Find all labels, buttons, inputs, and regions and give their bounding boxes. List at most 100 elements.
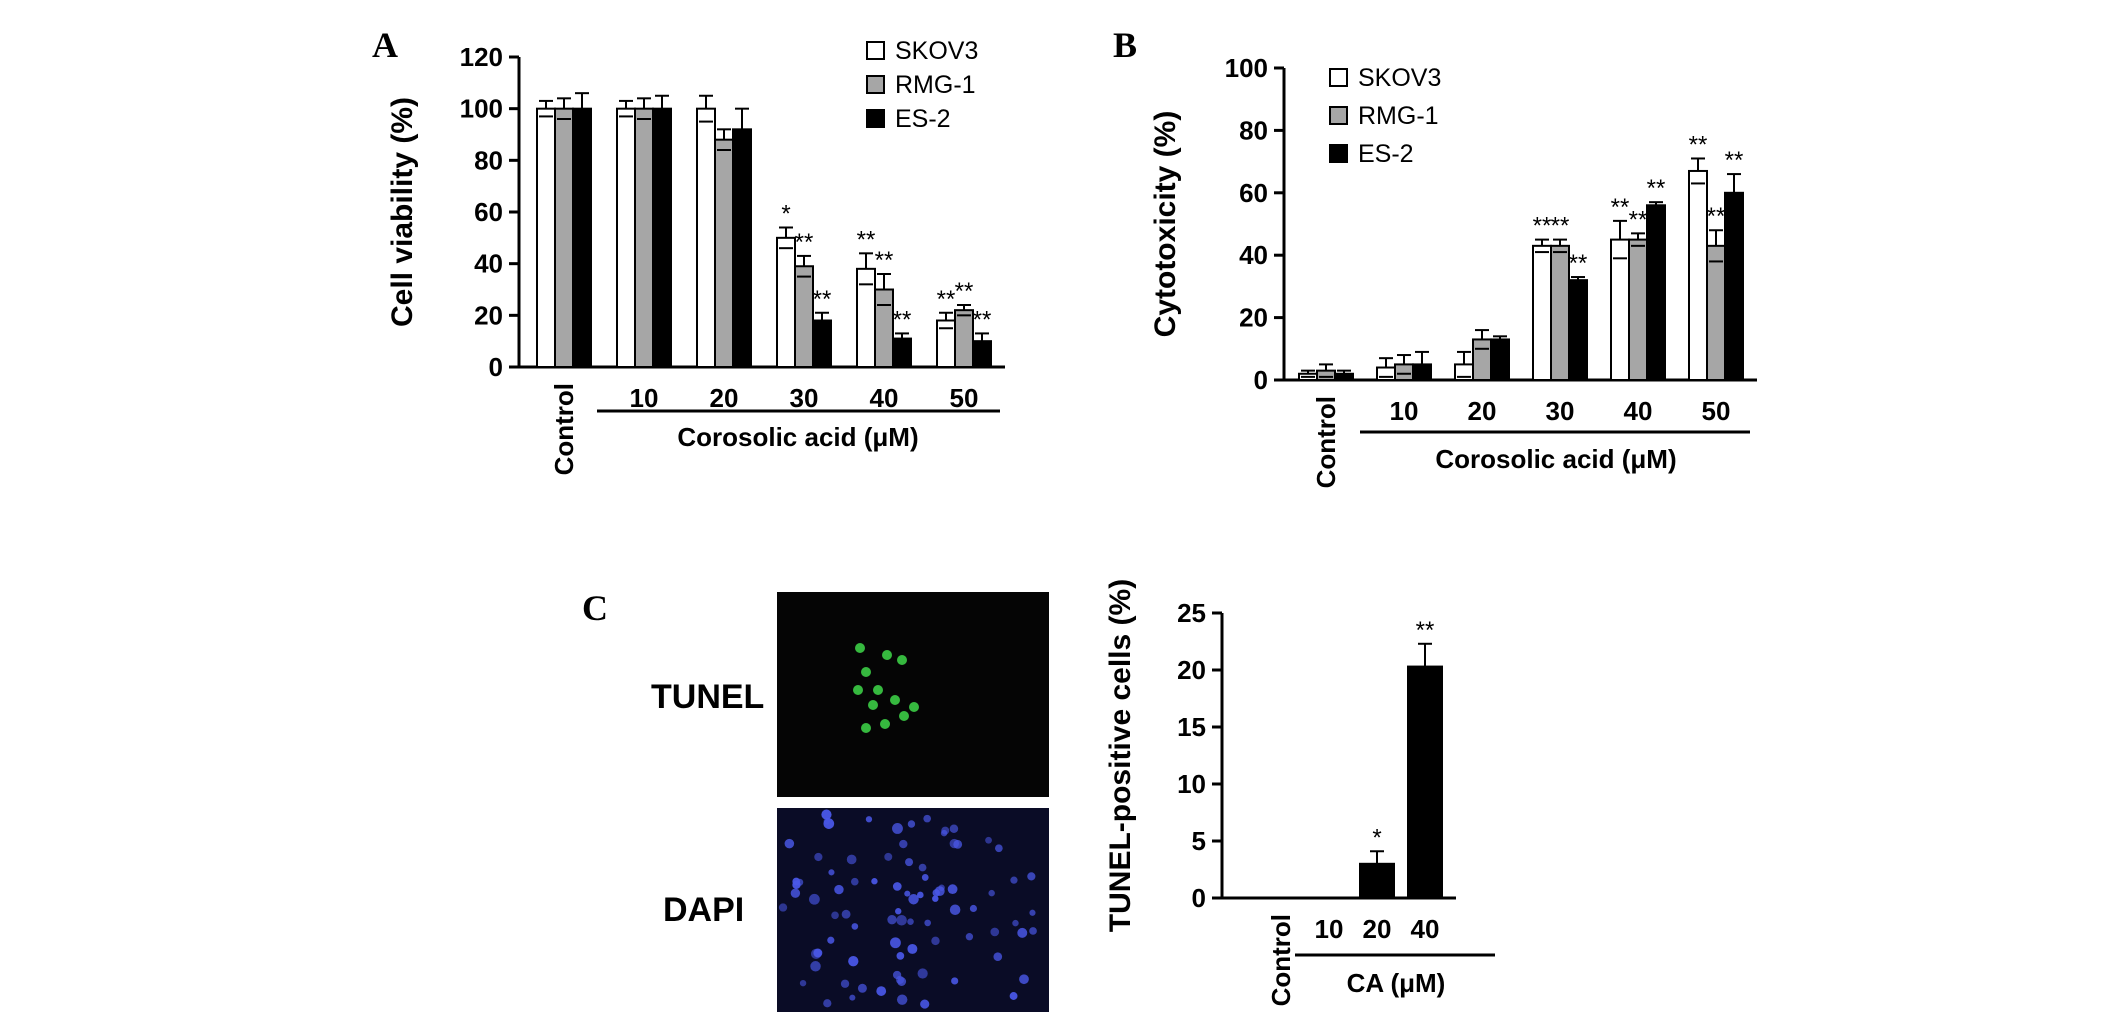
panel-label-a: A <box>372 25 398 65</box>
significance-label: ** <box>857 226 876 253</box>
significance-label: ** <box>1725 147 1744 174</box>
x-tick-label: 10 <box>1315 914 1344 944</box>
dapi-cell <box>892 882 902 891</box>
y-tick-label: 80 <box>1239 115 1268 145</box>
bar-skov3-10 <box>1376 366 1396 381</box>
y-tick-label: 60 <box>1239 178 1268 208</box>
x-tick-label: 30 <box>1546 396 1575 426</box>
significance-label: ** <box>813 286 832 313</box>
dapi-cell <box>951 977 959 985</box>
bar-rmg-1-40 <box>1628 238 1648 381</box>
bar-skov3-control <box>536 107 556 369</box>
significance-label: ** <box>1707 203 1726 230</box>
y-tick-label: 20 <box>1177 655 1206 685</box>
significance-label: ** <box>1647 175 1666 202</box>
tunel-cell <box>853 685 863 695</box>
bar-rmg-1-40 <box>874 288 894 368</box>
significance-label: ** <box>1551 213 1570 240</box>
significance-label: ** <box>1689 131 1708 158</box>
dapi-cell <box>949 904 961 916</box>
panel-label-b: B <box>1113 25 1137 65</box>
y-tick-label: 15 <box>1177 712 1206 742</box>
y-tick-label: 0 <box>489 352 503 382</box>
x-tick-label: 30 <box>790 383 819 413</box>
tunel-cell <box>861 723 871 733</box>
x-tick-label: Control <box>1311 396 1341 488</box>
x-tick-label: 10 <box>1390 396 1419 426</box>
y-tick-label: 0 <box>1254 365 1268 395</box>
x-axis-label: Corosolic acid (μM) <box>1435 444 1676 474</box>
bar-value-20 <box>1359 862 1395 899</box>
tunel-label: TUNEL <box>651 678 764 716</box>
dapi-cell <box>918 863 927 872</box>
tunel-image <box>777 592 1049 797</box>
tunel-cell <box>868 700 878 710</box>
significance-label: ** <box>875 247 894 274</box>
dapi-cell <box>993 952 1003 962</box>
tunel-cell <box>855 643 865 653</box>
bar-es-2-30 <box>1568 279 1588 381</box>
dapi-cell <box>887 914 897 925</box>
dapi-cells <box>778 809 1037 1009</box>
bar-rmg-1-50 <box>1706 244 1726 381</box>
dapi-cell <box>821 809 832 820</box>
dapi-cell <box>792 877 801 886</box>
dapi-cell <box>947 884 958 895</box>
bar-skov3-20 <box>696 107 716 369</box>
x-tick-label: 20 <box>1468 396 1497 426</box>
dapi-cell <box>896 994 908 1005</box>
y-axis-label: Cell viability (%) <box>386 97 419 327</box>
y-axis-label: Cytotoxicity (%) <box>1149 111 1182 338</box>
bar-rmg-1-30 <box>1550 244 1570 381</box>
dapi-image <box>777 808 1049 1012</box>
dapi-cell <box>810 961 821 972</box>
legend-label-rmg-1: RMG-1 <box>1358 102 1439 130</box>
dapi-cell <box>1019 974 1029 985</box>
bar-es-2-50 <box>972 340 992 368</box>
legend-swatch-skov3 <box>1329 68 1348 87</box>
bar-rmg-1-control <box>1316 369 1336 382</box>
dapi-cell <box>849 994 856 1001</box>
dapi-cell <box>969 904 978 913</box>
legend-label-rmg-1: RMG-1 <box>895 71 976 99</box>
bar-rmg-1-20 <box>714 138 734 368</box>
x-tick-label: 50 <box>1702 396 1731 426</box>
dapi-cell <box>938 884 945 891</box>
x-tick-label: 20 <box>710 383 739 413</box>
dapi-cell <box>1009 992 1018 1000</box>
significance-label: ** <box>937 286 956 313</box>
tunel-cells <box>853 643 919 733</box>
x-tick-label: 40 <box>870 383 899 413</box>
dapi-cell <box>994 844 1003 853</box>
dapi-cell <box>1029 909 1036 916</box>
legend-swatch-rmg-1 <box>1329 106 1348 125</box>
x-axis-label: CA (μM) <box>1347 968 1446 998</box>
bar-rmg-1-10 <box>1394 363 1414 381</box>
dapi-cell <box>828 869 835 876</box>
tunel-cell <box>897 655 907 665</box>
bar-skov3-10 <box>616 107 636 369</box>
y-tick-label: 0 <box>1192 883 1206 913</box>
dapi-cell <box>917 968 928 979</box>
legend-swatch-es-2 <box>1329 144 1348 163</box>
dapi-cell <box>932 895 939 902</box>
y-tick-label: 100 <box>460 94 503 124</box>
bar-es-2-control <box>572 107 592 369</box>
y-tick-label: 20 <box>1239 303 1268 333</box>
legend-label-skov3: SKOV3 <box>1358 64 1441 92</box>
dapi-cell <box>823 817 831 825</box>
dapi-cell <box>1017 927 1028 938</box>
x-tick-label: 40 <box>1624 396 1653 426</box>
dapi-cell <box>1027 872 1036 881</box>
dapi-cell <box>965 933 974 941</box>
dapi-cell <box>831 911 839 920</box>
legend-label-es-2: ES-2 <box>895 105 951 133</box>
bar-es-2-20 <box>732 128 752 368</box>
chart-a: 0 20 40 60 80 100 120 Cell viability (%) Control… <box>386 37 1005 475</box>
tunel-cell <box>873 685 883 695</box>
dapi-cell <box>790 888 801 898</box>
bar-value-40 <box>1407 665 1443 900</box>
dapi-cell <box>841 909 851 919</box>
legend-label-es-2: ES-2 <box>1358 140 1414 168</box>
